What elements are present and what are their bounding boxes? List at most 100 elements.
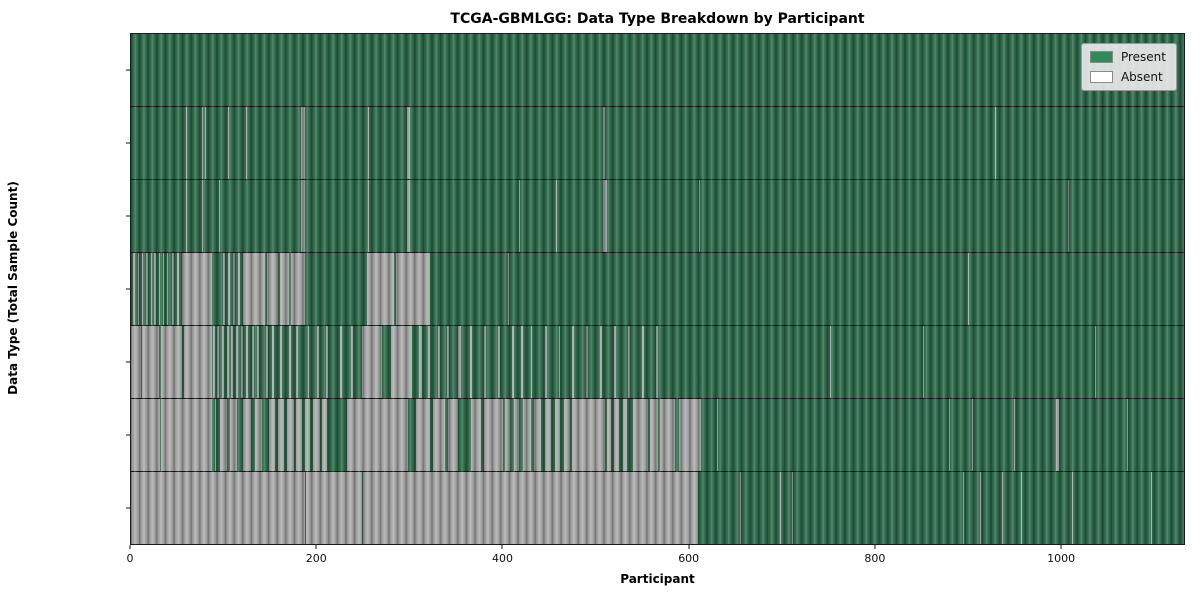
absent-segment	[698, 180, 700, 252]
absent-segment	[296, 326, 299, 398]
absent-segment	[603, 107, 605, 179]
absent-segment	[242, 253, 265, 325]
absent-segment	[272, 326, 275, 398]
absent-segment	[145, 253, 148, 325]
absent-segment	[257, 326, 260, 398]
absent-segment	[1055, 399, 1060, 471]
absent-segment	[132, 253, 135, 325]
xtick-mark	[501, 545, 503, 549]
absent-segment	[564, 399, 570, 471]
absent-segment	[530, 326, 533, 398]
absent-segment	[227, 107, 229, 179]
absent-segment	[223, 253, 225, 325]
absent-segment	[340, 326, 342, 398]
absent-segment	[544, 326, 548, 398]
ytick-mark	[126, 507, 130, 509]
ytick-mark	[126, 69, 130, 71]
ytick-mark	[126, 434, 130, 436]
absent-segment	[230, 399, 237, 471]
legend-entry-present: Present	[1089, 50, 1166, 64]
xtick-mark	[688, 545, 690, 549]
absent-segment	[407, 107, 410, 179]
absent-segment	[313, 399, 320, 471]
absent-segment	[447, 399, 459, 471]
absent-segment	[471, 399, 482, 471]
absent-segment	[217, 326, 220, 398]
absent-segment	[614, 399, 619, 471]
absent-segment	[1151, 472, 1153, 544]
absent-segment	[367, 180, 369, 252]
legend: Present Absent	[1080, 43, 1177, 91]
absent-segment	[265, 326, 268, 398]
absent-segment	[679, 399, 701, 471]
absent-segment	[277, 399, 285, 471]
xtick-mark	[129, 545, 131, 549]
absent-segment	[779, 472, 781, 544]
absent-segment	[972, 399, 974, 471]
absent-segment	[716, 399, 718, 471]
absent-segment	[649, 399, 658, 471]
row-mrna	[131, 398, 1184, 471]
absent-segment	[154, 253, 157, 325]
absent-segment	[534, 399, 541, 471]
absent-segment	[498, 326, 500, 398]
absent-segment	[656, 326, 658, 398]
absent-segment	[458, 326, 461, 398]
absent-segment	[642, 326, 644, 398]
absent-segment	[739, 472, 741, 544]
y-axis-label: Data Type (Total Sample Count)	[6, 181, 20, 395]
xtick-mark	[874, 545, 876, 549]
absent-segment	[287, 399, 294, 471]
absent-segment	[266, 253, 278, 325]
xtick-label-0: 0	[126, 552, 134, 565]
row-clinical	[131, 179, 1184, 252]
absent-segment	[968, 253, 970, 325]
absent-segment	[185, 180, 187, 252]
absent-segment	[237, 253, 240, 325]
absent-segment	[1021, 472, 1023, 544]
absent-segment	[521, 326, 524, 398]
absent-segment	[572, 399, 605, 471]
row-methylation	[131, 252, 1184, 325]
absent-segment	[326, 326, 329, 398]
absent-segment	[600, 326, 603, 398]
absent-segment	[446, 326, 449, 398]
absent-segment	[555, 180, 557, 252]
absent-segment	[362, 326, 382, 398]
absent-segment	[160, 326, 183, 398]
absent-segment	[321, 399, 328, 471]
ytick-mark	[126, 361, 130, 363]
absent-segment	[470, 326, 473, 398]
row-bcr	[131, 34, 1184, 106]
absent-segment	[979, 472, 981, 544]
absent-segment	[183, 326, 212, 398]
absent-segment	[246, 107, 248, 179]
absent-segment	[279, 253, 289, 325]
legend-absent-label: Absent	[1120, 70, 1163, 84]
absent-segment	[948, 399, 950, 471]
xtick-label-400: 400	[491, 552, 513, 565]
row-cn	[131, 106, 1184, 179]
absent-segment	[1127, 399, 1129, 471]
absent-segment	[367, 253, 394, 325]
absent-segment	[305, 472, 363, 544]
absent-segment	[142, 253, 144, 325]
absent-segment	[1071, 472, 1073, 544]
absent-segment	[363, 472, 698, 544]
x-axis-label: Participant	[620, 572, 695, 586]
absent-segment	[346, 399, 408, 471]
xtick-label-200: 200	[305, 552, 327, 565]
absent-segment	[220, 399, 227, 471]
absent-segment	[437, 326, 440, 398]
absent-segment	[1067, 180, 1069, 252]
absent-segment	[219, 180, 221, 252]
chart-title: TCGA-GBMLGG: Data Type Breakdown by Part…	[450, 11, 865, 27]
present-swatch	[1089, 51, 1113, 63]
legend-entry-absent: Absent	[1089, 70, 1166, 84]
absent-segment	[508, 253, 510, 325]
absent-segment	[395, 253, 431, 325]
absent-segment	[158, 253, 160, 325]
absent-segment	[316, 326, 319, 398]
absent-segment	[523, 399, 531, 471]
absent-segment	[231, 326, 234, 398]
